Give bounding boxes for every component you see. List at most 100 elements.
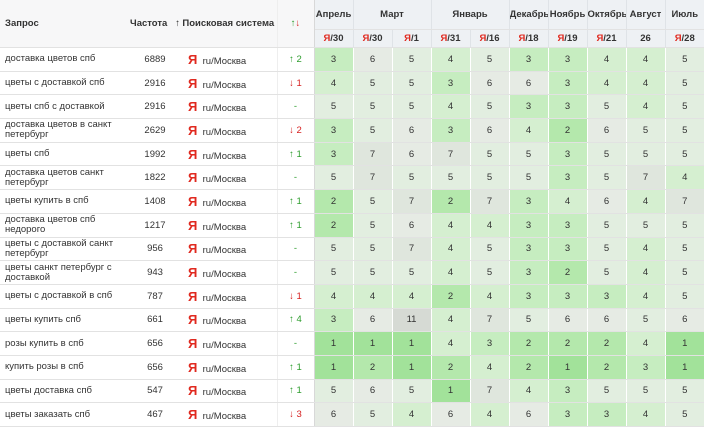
- position: 5: [525, 314, 532, 326]
- engine-cell: Я ru/Москва: [180, 189, 277, 214]
- position: 7: [408, 243, 415, 255]
- month-header[interactable]: Ноябрь: [547, 0, 587, 30]
- engine-logo: Я: [362, 33, 370, 44]
- position: 2: [447, 361, 454, 373]
- position-cell: 4: [430, 47, 470, 72]
- engine-cell: Я ru/Москва: [180, 142, 277, 167]
- position: 5: [603, 101, 610, 113]
- position: 6: [330, 409, 337, 421]
- date-header[interactable]: Я/31: [430, 29, 470, 48]
- month-header[interactable]: Март: [352, 0, 431, 30]
- query: доставка цветов санкт петербург: [5, 166, 104, 188]
- position-cell: 5: [586, 165, 626, 191]
- position: 6: [603, 124, 610, 136]
- position-cell: 5: [313, 94, 353, 120]
- position-cell: 4: [469, 355, 509, 380]
- change-cell: ↓ 2: [276, 118, 315, 143]
- position: 6: [682, 314, 688, 326]
- date-header[interactable]: Я/19: [547, 29, 587, 48]
- query-cell: розы купить в спб: [0, 331, 130, 356]
- change-cell: ↑ 1: [276, 189, 315, 214]
- position: 2: [447, 195, 454, 207]
- position: 5: [330, 101, 337, 113]
- date-header[interactable]: Я/1: [391, 29, 431, 48]
- date-header[interactable]: Я/16: [469, 29, 509, 48]
- position-cell: 1: [430, 379, 470, 404]
- position-cell: 7: [664, 189, 704, 214]
- position: 3: [525, 290, 532, 302]
- position-cell: 2: [430, 284, 470, 309]
- position-cell: 1: [547, 355, 587, 380]
- date-header[interactable]: Я/30: [313, 29, 353, 48]
- change: ↑ 1: [289, 195, 302, 207]
- frequency-cell: 2629: [130, 118, 180, 143]
- position: 5: [525, 172, 532, 184]
- position-cell: 5: [352, 260, 392, 285]
- query-cell: цветы купить в спб: [0, 189, 130, 214]
- position: 5: [408, 172, 415, 184]
- date-header[interactable]: Я/21: [586, 29, 626, 48]
- position-cell: 6: [508, 402, 548, 427]
- position: 5: [682, 77, 688, 89]
- region: ru/Москва: [202, 269, 247, 281]
- position: 5: [369, 267, 376, 279]
- change: ↑ 1: [289, 385, 302, 397]
- change-header[interactable]: ↑↓: [276, 0, 315, 48]
- position-cell: 5: [664, 260, 704, 285]
- query-cell: цветы с доставкой спб: [0, 71, 130, 96]
- position-cell: 3: [313, 308, 353, 333]
- change-cell: ↑ 1: [276, 142, 315, 167]
- table-row: доставка цветов санкт петербург 1822 Я ru/…: [0, 165, 704, 191]
- engine-logo: Я: [596, 33, 604, 44]
- month-header[interactable]: Август: [625, 0, 665, 30]
- position-cell: 4: [586, 71, 626, 96]
- position: 5: [369, 409, 376, 421]
- position: 3: [525, 195, 532, 207]
- month-header[interactable]: Октябрь: [586, 0, 626, 30]
- frequency-cell: 1217: [130, 213, 180, 238]
- change: ↓ 1: [289, 77, 302, 89]
- position-cell: 5: [664, 284, 704, 309]
- month-header[interactable]: Апрель: [313, 0, 353, 30]
- position-cell: 1: [313, 331, 353, 356]
- month-header[interactable]: Январь: [430, 0, 509, 30]
- date-header[interactable]: 26: [625, 29, 665, 48]
- change-cell: ↑ 1: [276, 213, 315, 238]
- engine-header[interactable]: Поисковая система: [180, 0, 277, 48]
- month-header[interactable]: Июль: [664, 0, 704, 30]
- position-cell: 6: [586, 118, 626, 143]
- region: ru/Москва: [202, 150, 247, 162]
- query-cell: доставка цветов санкт петербург: [0, 165, 130, 191]
- position-cell: 4: [625, 331, 665, 356]
- position-cell: 6: [508, 71, 548, 96]
- engine-logo: Я: [188, 359, 198, 375]
- query: купить розы в спб: [5, 361, 84, 373]
- position: 4: [642, 101, 649, 113]
- change-cell: ↑ 1: [276, 379, 315, 404]
- position-cell: 3: [430, 71, 470, 96]
- table-row: цветы санкт петербург с доставкой 943 Я ru…: [0, 260, 704, 285]
- date-header[interactable]: Я/28: [664, 29, 704, 48]
- frequency-header[interactable]: Частота ↑: [130, 0, 180, 48]
- month-header[interactable]: Декабрь: [508, 0, 548, 30]
- query-header[interactable]: Запрос: [0, 0, 130, 48]
- frequency-header-text: Частота: [130, 18, 168, 29]
- table-row: цветы доставка спб 547 Я ru/Москва ↑ 1 5 6 5 1 7…: [0, 379, 704, 404]
- frequency: 1217: [144, 219, 166, 231]
- position-cell: 2: [430, 355, 470, 380]
- position-cell: 5: [352, 189, 392, 214]
- position: 2: [330, 219, 337, 231]
- region: ru/Москва: [202, 197, 247, 209]
- position-cell: 3: [313, 47, 353, 72]
- query: доставка цветов спб недорого: [5, 214, 96, 236]
- position-cell: 5: [391, 260, 431, 285]
- date-label: /28: [681, 33, 695, 44]
- position: 1: [447, 385, 454, 397]
- position: 4: [525, 385, 532, 397]
- date-header[interactable]: Я/18: [508, 29, 548, 48]
- frequency: 2629: [144, 124, 166, 136]
- position: 6: [525, 77, 532, 89]
- position-cell: 2: [313, 213, 353, 238]
- change-cell: -: [276, 94, 315, 120]
- date-header[interactable]: Я/30: [352, 29, 392, 48]
